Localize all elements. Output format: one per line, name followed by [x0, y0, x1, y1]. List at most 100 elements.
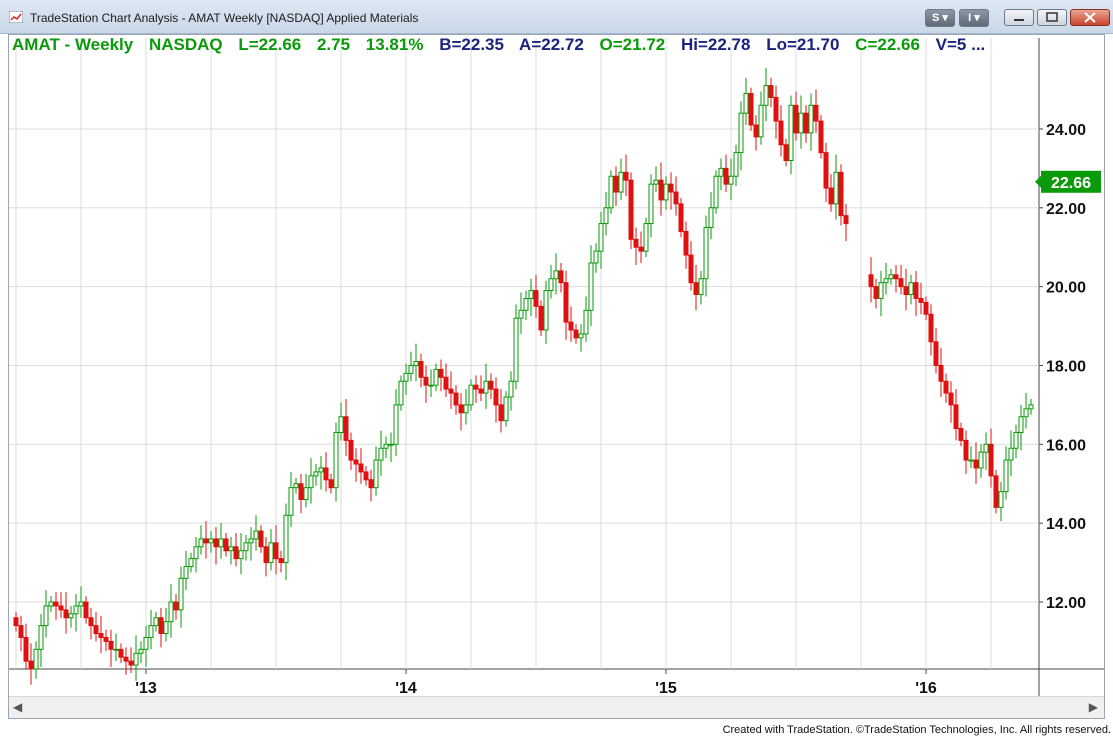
indicator-dropdown-button[interactable]: I ▾	[959, 9, 989, 27]
candle-body	[148, 625, 154, 638]
candle-body	[633, 238, 639, 248]
candle-body	[318, 467, 324, 473]
candle-body	[548, 278, 554, 292]
candle-body	[788, 104, 794, 161]
candle-body	[213, 538, 219, 548]
legend-pct-change: 13.81%	[365, 35, 424, 54]
candle-body	[963, 439, 969, 461]
candle-body	[143, 636, 149, 650]
candle-body	[828, 187, 834, 205]
candle-body	[408, 364, 414, 374]
candle-body	[333, 431, 339, 489]
candle-body	[913, 282, 919, 299]
candle-body	[683, 230, 689, 256]
candle-body	[48, 601, 54, 607]
candle-body	[808, 104, 814, 134]
scroll-left-icon[interactable]: ◀	[13, 700, 23, 714]
candle-body	[573, 329, 579, 339]
y-tick-label: 16.00	[1046, 437, 1086, 454]
y-tick-label: 22.00	[1046, 201, 1086, 218]
style-dropdown-button[interactable]: S ▾	[925, 9, 955, 27]
candle-body	[178, 577, 184, 611]
candle-body	[308, 475, 314, 489]
candle-body	[723, 167, 729, 185]
legend-high: Hi=22.78	[680, 35, 751, 54]
candle-body	[613, 175, 619, 193]
candle-body	[228, 546, 234, 552]
close-icon	[1084, 12, 1096, 23]
candle-body	[328, 479, 334, 489]
last-price-tag-pointer	[1035, 175, 1041, 188]
candle-body	[928, 313, 934, 343]
candle-body	[1003, 459, 1009, 493]
candle-body	[208, 538, 214, 544]
candle-body	[313, 471, 319, 477]
candle-body	[943, 380, 949, 394]
candle-body	[88, 617, 94, 627]
candle-body	[233, 546, 239, 560]
y-tick-label: 14.00	[1046, 516, 1086, 533]
candle-body	[78, 601, 84, 607]
candle-body	[983, 443, 989, 453]
legend-last: L=22.66	[238, 35, 302, 54]
candle-body	[878, 282, 884, 299]
candle-body	[453, 392, 459, 406]
maximize-button[interactable]	[1037, 9, 1067, 26]
candle-body	[578, 333, 584, 339]
candle-body	[703, 227, 709, 280]
candle-body	[483, 380, 489, 394]
close-button[interactable]	[1070, 9, 1110, 26]
candle-body	[688, 254, 694, 284]
window-titlebar: TradeStation Chart Analysis - AMAT Weekl…	[0, 0, 1113, 34]
candle-body	[693, 282, 699, 296]
candle-body	[933, 341, 939, 366]
candle-body	[268, 542, 274, 564]
candle-body	[73, 605, 79, 615]
candle-body	[423, 376, 429, 386]
candle-body	[763, 85, 769, 106]
candle-body	[113, 648, 119, 651]
candle-body	[973, 459, 979, 469]
candle-body	[368, 479, 374, 489]
candle-body	[608, 175, 614, 209]
horizontal-scrollbar[interactable]: ◀ ▶	[9, 696, 1104, 718]
candle-body	[493, 388, 499, 406]
minimize-button[interactable]	[1004, 9, 1034, 26]
candle-body	[288, 487, 294, 516]
candle-body	[158, 617, 164, 635]
chart-frame	[8, 34, 1105, 719]
candle-body	[568, 321, 574, 331]
candle-body	[668, 183, 674, 193]
candle-body	[793, 104, 799, 134]
candle-body	[363, 471, 369, 481]
candle-body	[388, 443, 394, 446]
candle-body	[868, 274, 874, 288]
candle-body	[393, 404, 399, 445]
candle-body	[593, 250, 599, 264]
candle-body	[1008, 447, 1014, 461]
candle-body	[618, 171, 624, 193]
candle-body	[938, 364, 944, 382]
candle-body	[628, 179, 634, 240]
candle-body	[498, 404, 504, 422]
scroll-right-icon[interactable]: ▶	[1088, 700, 1098, 714]
legend-ask: A=22.72	[519, 35, 584, 54]
candle-body	[518, 309, 524, 319]
candle-body	[528, 290, 534, 299]
candle-body	[718, 167, 724, 177]
candle-body	[58, 605, 64, 611]
candle-body	[1013, 431, 1019, 449]
candle-body	[658, 179, 664, 201]
candle-body	[378, 447, 384, 461]
candle-body	[203, 538, 209, 544]
candle-body	[733, 152, 739, 177]
legend-exchange: NASDAQ	[148, 35, 223, 54]
candle-body	[18, 625, 24, 638]
candle-body	[298, 483, 304, 500]
candle-body	[448, 388, 454, 394]
candle-body	[1028, 404, 1034, 410]
candle-body	[463, 404, 469, 414]
candle-body	[643, 223, 649, 252]
candle-body	[118, 648, 124, 658]
